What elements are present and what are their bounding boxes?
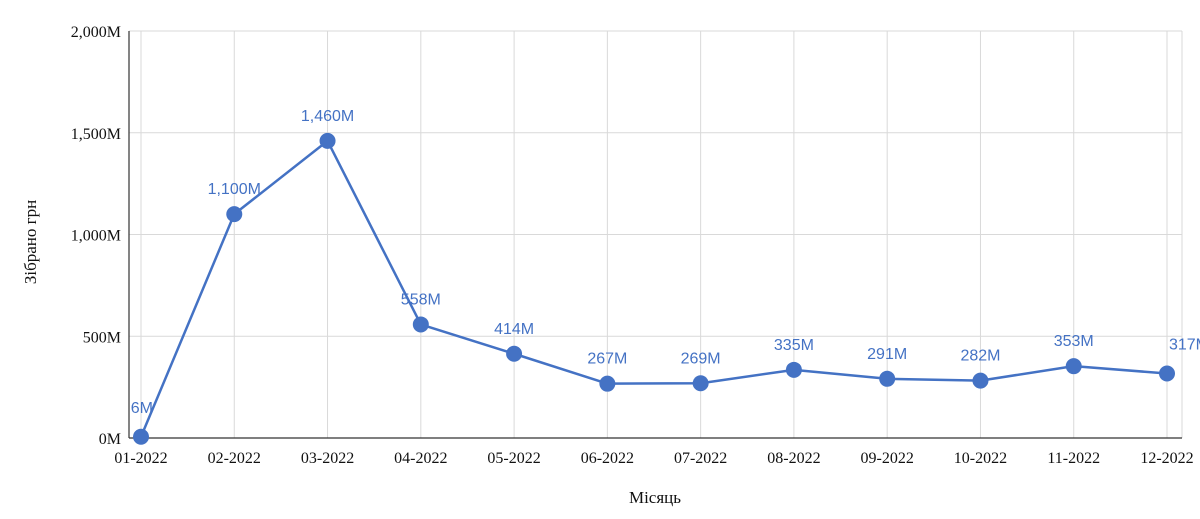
data-label: 1,460M bbox=[301, 108, 354, 125]
data-label: 269M bbox=[681, 350, 721, 367]
x-tick-label: 08-2022 bbox=[767, 450, 820, 467]
data-label: 558M bbox=[401, 291, 441, 308]
x-tick-label: 07-2022 bbox=[674, 450, 727, 467]
axes bbox=[128, 31, 1182, 439]
data-label: 353M bbox=[1054, 333, 1094, 350]
x-tick-label: 09-2022 bbox=[861, 450, 914, 467]
x-tick-label: 05-2022 bbox=[487, 450, 540, 467]
data-point[interactable] bbox=[319, 132, 336, 149]
data-point[interactable] bbox=[599, 375, 616, 392]
data-point[interactable] bbox=[692, 375, 709, 392]
y-tick-label: 1,000M bbox=[71, 228, 121, 245]
data-point[interactable] bbox=[226, 206, 243, 223]
y-tick-label: 1,500M bbox=[71, 126, 121, 143]
x-tick-label: 03-2022 bbox=[301, 450, 354, 467]
data-point[interactable] bbox=[1065, 358, 1082, 375]
data-label: 267M bbox=[587, 351, 627, 368]
x-axis-title: Місяць bbox=[629, 488, 681, 507]
x-axis-ticks: 01-2022 02-2022 03-2022 04-2022 05-2022 06-20… bbox=[114, 450, 1193, 467]
data-point[interactable] bbox=[133, 428, 149, 445]
x-tick-label: 11-2022 bbox=[1047, 450, 1100, 467]
data-point[interactable] bbox=[412, 316, 429, 333]
data-point[interactable] bbox=[506, 345, 523, 362]
x-tick-label: 02-2022 bbox=[208, 450, 261, 467]
data-label: 1,100M bbox=[208, 181, 261, 198]
x-tick-label: 01-2022 bbox=[114, 450, 167, 467]
data-point[interactable] bbox=[879, 370, 896, 387]
x-tick-label: 06-2022 bbox=[581, 450, 634, 467]
y-tick-label: 2,000M bbox=[71, 24, 121, 41]
series bbox=[133, 132, 1175, 445]
data-point[interactable] bbox=[972, 372, 989, 389]
grid bbox=[129, 30, 1183, 438]
y-tick-label: 0M bbox=[99, 431, 121, 448]
data-label: 291M bbox=[867, 346, 907, 363]
data-labels: 6M 1,100M 1,460M 558M 414M 267M 269M 335M 291M 28… bbox=[131, 108, 1200, 417]
data-label: 335M bbox=[774, 337, 814, 354]
data-label: 317M bbox=[1169, 336, 1200, 353]
data-point[interactable] bbox=[785, 361, 802, 378]
y-tick-label: 500M bbox=[83, 329, 121, 346]
x-tick-label: 04-2022 bbox=[394, 450, 447, 467]
series-line bbox=[139, 139, 1168, 438]
data-label: 6M bbox=[131, 400, 153, 417]
y-axis-ticks: 0M 500M 1,000M 1,500M 2,000M bbox=[71, 24, 121, 448]
data-point[interactable] bbox=[1159, 365, 1175, 382]
data-label: 282M bbox=[960, 348, 1000, 365]
x-tick-label: 12-2022 bbox=[1140, 450, 1193, 467]
x-tick-label: 10-2022 bbox=[954, 450, 1007, 467]
data-label: 414M bbox=[494, 321, 534, 338]
y-axis-title: Зібрано грн bbox=[21, 200, 40, 284]
